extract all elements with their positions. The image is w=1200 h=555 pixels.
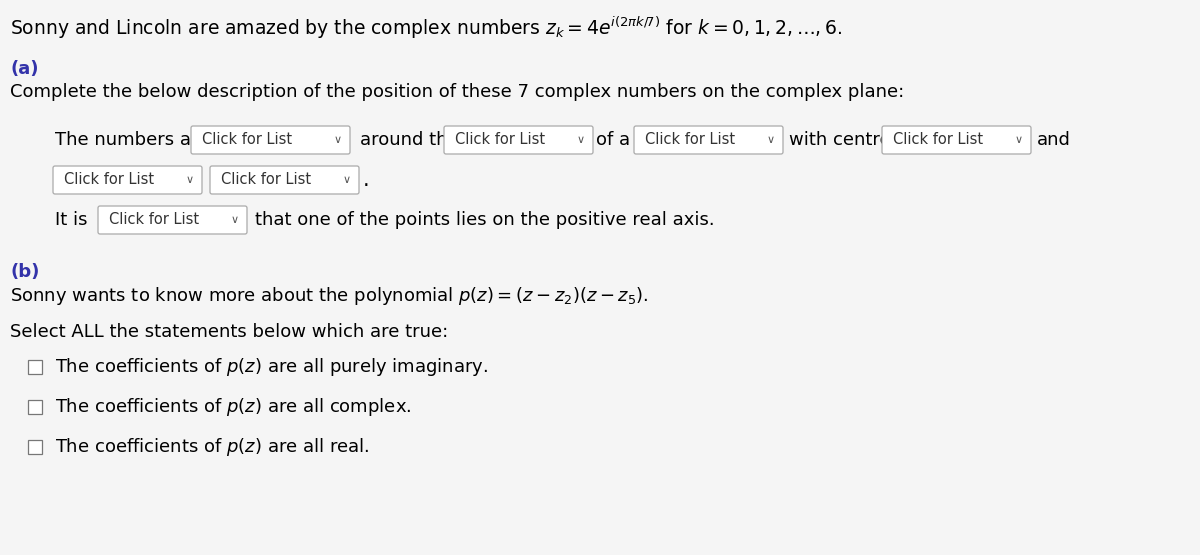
FancyBboxPatch shape: [53, 166, 202, 194]
Text: The coefficients of $p(z)$ are all purely imaginary.: The coefficients of $p(z)$ are all purel…: [55, 356, 488, 378]
Text: ∨: ∨: [1015, 135, 1024, 145]
Text: .: .: [364, 170, 370, 190]
Text: Click for List: Click for List: [221, 173, 311, 188]
Text: Complete the below description of the position of these 7 complex numbers on the: Complete the below description of the po…: [10, 83, 905, 101]
Text: Sonny and Lincoln are amazed by the complex numbers $z_k = 4e^{i(2\pi k/7)}$ for: Sonny and Lincoln are amazed by the comp…: [10, 15, 842, 41]
FancyBboxPatch shape: [210, 166, 359, 194]
Text: The coefficients of $p(z)$ are all complex.: The coefficients of $p(z)$ are all compl…: [55, 396, 412, 418]
Text: ∨: ∨: [334, 135, 342, 145]
FancyBboxPatch shape: [28, 400, 42, 414]
FancyBboxPatch shape: [444, 126, 593, 154]
Text: Click for List: Click for List: [202, 133, 292, 148]
Text: Select ALL the statements below which are true:: Select ALL the statements below which ar…: [10, 323, 449, 341]
Text: ∨: ∨: [343, 175, 352, 185]
Text: (a): (a): [10, 60, 38, 78]
Text: The coefficients of $p(z)$ are all real.: The coefficients of $p(z)$ are all real.: [55, 436, 370, 458]
Text: around the: around the: [360, 131, 458, 149]
Text: (b): (b): [10, 263, 40, 281]
Text: ∨: ∨: [577, 135, 586, 145]
FancyBboxPatch shape: [882, 126, 1031, 154]
FancyBboxPatch shape: [634, 126, 784, 154]
Text: ∨: ∨: [767, 135, 775, 145]
Text: of a: of a: [596, 131, 630, 149]
Text: The numbers are: The numbers are: [55, 131, 209, 149]
FancyBboxPatch shape: [191, 126, 350, 154]
Text: ∨: ∨: [186, 175, 194, 185]
FancyBboxPatch shape: [28, 440, 42, 454]
FancyBboxPatch shape: [28, 360, 42, 374]
FancyBboxPatch shape: [98, 206, 247, 234]
Text: Sonny wants to know more about the polynomial $p(z) = (z - z_2)(z - z_5).$: Sonny wants to know more about the polyn…: [10, 285, 648, 307]
Text: ∨: ∨: [230, 215, 239, 225]
Text: Click for List: Click for List: [646, 133, 736, 148]
Text: with centre: with centre: [790, 131, 890, 149]
Text: Click for List: Click for List: [109, 213, 199, 228]
Text: that one of the points lies on the positive real axis.: that one of the points lies on the posit…: [256, 211, 715, 229]
Text: and: and: [1037, 131, 1070, 149]
Text: Click for List: Click for List: [64, 173, 154, 188]
Text: Click for List: Click for List: [893, 133, 983, 148]
Text: Click for List: Click for List: [455, 133, 545, 148]
Text: It is: It is: [55, 211, 88, 229]
